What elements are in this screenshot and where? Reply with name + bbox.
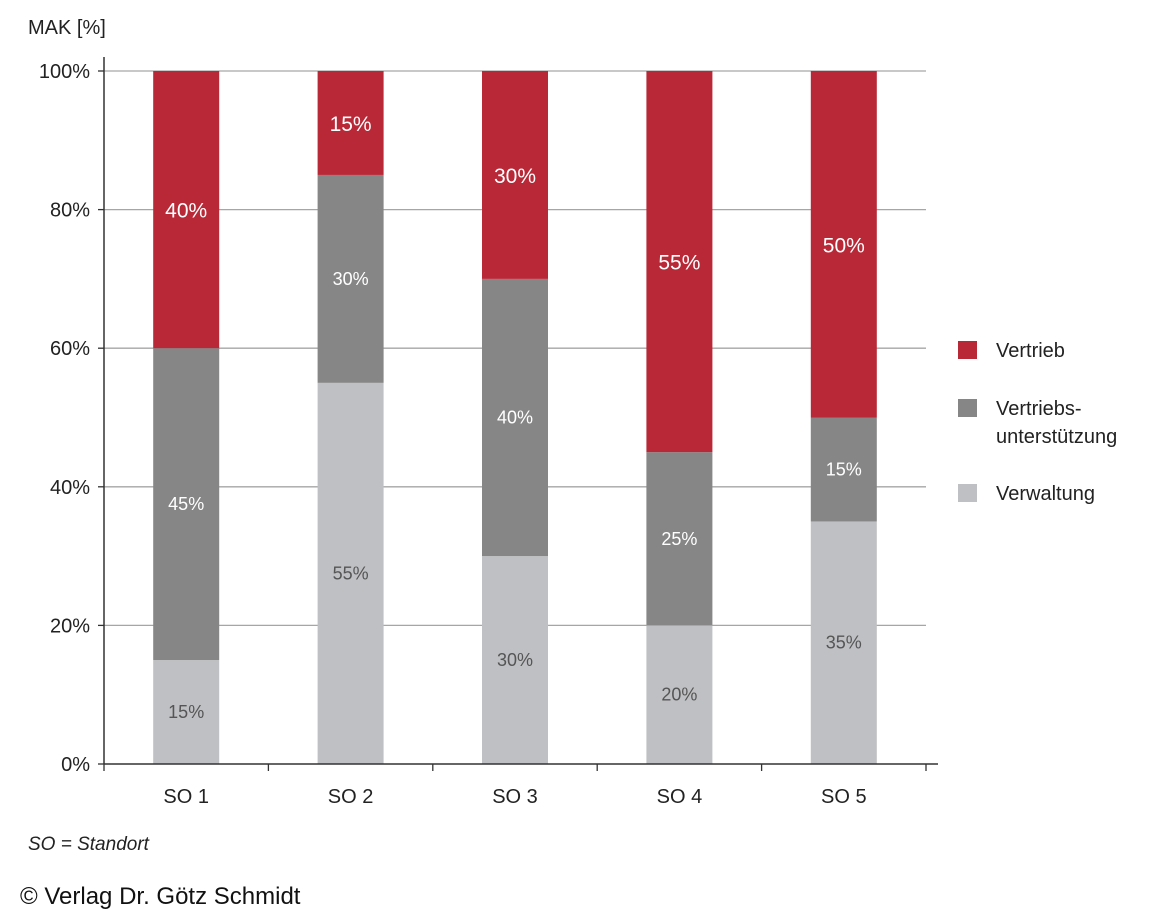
data-label: 40% — [497, 408, 533, 428]
bar-segment-vertrieb — [810, 71, 877, 418]
data-label: 25% — [661, 529, 697, 549]
y-tick-label: 40% — [50, 477, 90, 499]
x-tick-label: SO 5 — [821, 786, 867, 808]
x-tick-label: SO 4 — [657, 786, 703, 808]
data-label: 50% — [823, 234, 865, 257]
bar-segment-verwaltung — [646, 625, 713, 764]
legend-label: unterstützung — [996, 426, 1117, 448]
bar-segment-vertriebsunterstützung — [810, 417, 877, 522]
data-label: 35% — [826, 633, 862, 653]
bar-segment-vertrieb — [482, 71, 548, 279]
y-tick-label: 80% — [50, 200, 90, 222]
x-tick-label: SO 3 — [492, 786, 538, 808]
legend-swatch — [958, 341, 977, 359]
data-label: 55% — [658, 252, 700, 275]
bar-segment-vertrieb — [317, 71, 384, 175]
bar-segment-vertrieb — [153, 71, 220, 349]
bar-segment-vertriebsunterstützung — [646, 452, 713, 626]
bar-segment-vertriebsunterstützung — [482, 278, 548, 557]
x-tick-label: SO 2 — [328, 786, 374, 808]
y-tick-label: 100% — [39, 61, 90, 83]
bar-segment-verwaltung — [810, 521, 877, 764]
data-label: 30% — [494, 165, 536, 188]
legend-label: Vertrieb — [996, 340, 1065, 362]
bar-segment-verwaltung — [317, 382, 384, 764]
copyright: © Verlag Dr. Götz Schmidt — [20, 883, 301, 910]
bar-segment-vertrieb — [646, 71, 713, 453]
bar-segment-verwaltung — [482, 556, 548, 764]
footnote: SO = Standort — [28, 834, 150, 855]
data-label: 30% — [333, 269, 369, 289]
legend-label: Verwaltung — [996, 483, 1095, 505]
y-tick-label: 60% — [50, 338, 90, 360]
y-tick-label: 0% — [61, 754, 90, 776]
data-label: 45% — [168, 494, 204, 514]
data-label: 30% — [497, 650, 533, 670]
bar-segment-vertriebsunterstützung — [317, 174, 384, 383]
y-tick-label: 20% — [50, 615, 90, 637]
data-label: 55% — [333, 563, 369, 583]
data-label: 20% — [661, 685, 697, 705]
data-label: 15% — [168, 702, 204, 722]
data-label: 15% — [330, 113, 372, 136]
y-axis-label: MAK [%] — [28, 17, 106, 39]
data-label: 15% — [826, 459, 862, 479]
legend-swatch — [958, 399, 977, 417]
bar-segment-vertriebsunterstützung — [153, 348, 220, 661]
bar-segment-verwaltung — [153, 660, 220, 764]
legend-swatch — [958, 484, 977, 502]
data-label: 40% — [165, 200, 207, 223]
legend-label: Vertriebs- — [996, 398, 1082, 420]
x-tick-label: SO 1 — [163, 786, 209, 808]
